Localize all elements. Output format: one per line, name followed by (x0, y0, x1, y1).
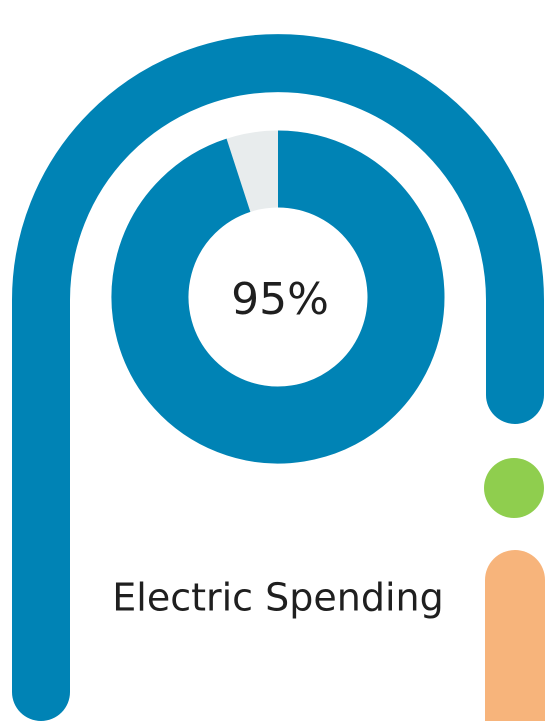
chart-caption: Electric Spending (112, 576, 443, 620)
decorative-arch (12, 34, 544, 721)
green-dot (484, 458, 544, 518)
donut-chart: 95% (111, 130, 445, 464)
orange-pill (485, 550, 545, 721)
donut-filled-segment (111, 130, 445, 464)
donut-center-label: 95% (231, 274, 329, 325)
